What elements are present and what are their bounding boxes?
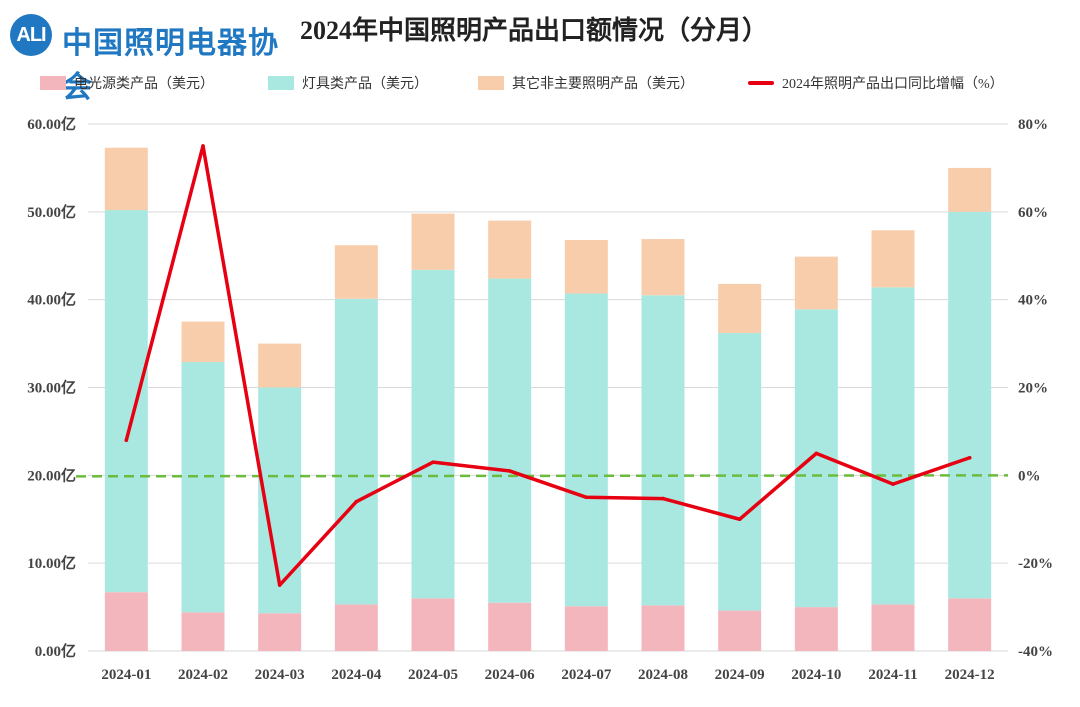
- left-tick-label: 40.00亿: [27, 291, 76, 309]
- right-tick-label: 80%: [1018, 117, 1048, 133]
- left-tick-label: 0.00亿: [35, 642, 76, 660]
- bar-other: [258, 343, 302, 388]
- legend-item-lamps: 灯具类产品（美元）: [268, 72, 428, 94]
- bar-light-source: [718, 610, 762, 651]
- x-tick-label: 2024-09: [715, 667, 765, 683]
- growth-point: [201, 144, 205, 148]
- legend-swatch-other: [478, 76, 504, 90]
- bar-other: [411, 213, 455, 270]
- left-tick-label: 50.00亿: [27, 203, 76, 221]
- bar-light-source: [258, 613, 302, 651]
- x-tick-label: 2024-11: [868, 667, 917, 683]
- growth-point: [507, 469, 512, 473]
- bar-other: [488, 220, 532, 279]
- zero-reference-line: [75, 474, 1009, 478]
- right-tick-label: -20%: [1018, 556, 1053, 572]
- bar-lamps: [104, 210, 148, 593]
- x-tick-label: 2024-12: [945, 667, 995, 683]
- bar-other: [104, 147, 148, 211]
- logo: ALI 中国照明电器协会: [6, 8, 296, 105]
- bar-other: [718, 283, 762, 334]
- bar-other: [641, 239, 685, 296]
- logo-text: 中国照明电器协会: [62, 26, 279, 105]
- x-tick-label: 2024-02: [178, 667, 228, 683]
- x-tick-label: 2024-05: [408, 667, 458, 683]
- legend: 电光源类产品（美元） 灯具类产品（美元） 其它非主要照明产品（美元） 2024年…: [40, 72, 1070, 94]
- left-tick-label: 20.00亿: [27, 466, 76, 484]
- bar-other: [871, 230, 915, 288]
- x-tick-label: 2024-03: [255, 667, 305, 683]
- right-tick-label: 0%: [1018, 468, 1041, 484]
- growth-point: [737, 517, 742, 522]
- legend-swatch-light-source: [40, 76, 66, 90]
- right-tick-label: -40%: [1018, 644, 1053, 660]
- bar-light-source: [641, 605, 685, 651]
- bar-light-source: [334, 604, 378, 651]
- legend-label-light-source: 电光源类产品（美元）: [74, 77, 214, 92]
- bar-lamps: [948, 211, 992, 599]
- growth-point: [584, 495, 589, 500]
- bar-light-source: [181, 612, 225, 651]
- bar-other: [334, 245, 378, 299]
- legend-label-lamps: 灯具类产品（美元）: [302, 77, 428, 92]
- bar-lamps: [488, 278, 532, 603]
- growth-point: [277, 583, 282, 587]
- bar-lamps: [718, 333, 762, 611]
- legend-item-other: 其它非主要照明产品（美元）: [478, 72, 694, 94]
- legend-swatch-lamps: [268, 76, 294, 90]
- x-tick-label: 2024-04: [331, 667, 381, 683]
- bar-other: [564, 239, 608, 294]
- bar-light-source: [794, 607, 838, 651]
- legend-item-growth: 2024年照明产品出口同比增幅（%）: [748, 72, 1004, 94]
- bar-other: [181, 321, 225, 363]
- bar-other: [794, 256, 838, 310]
- right-tick-label: 20%: [1018, 381, 1048, 397]
- bar-light-source: [564, 606, 608, 651]
- bar-light-source: [488, 602, 532, 651]
- bar-other: [948, 167, 992, 212]
- left-tick-label: 10.00亿: [27, 554, 76, 572]
- growth-point: [967, 455, 972, 460]
- legend-item-light-source: 电光源类产品（美元）: [40, 72, 214, 94]
- growth-point: [814, 451, 819, 456]
- left-tick-label: 60.00亿: [27, 115, 76, 133]
- bar-light-source: [411, 598, 455, 651]
- legend-label-growth: 2024年照明产品出口同比增幅（%）: [782, 77, 1004, 92]
- legend-swatch-growth: [748, 81, 774, 85]
- chart-title: 2024年中国照明产品出口额情况（分月）: [300, 16, 769, 45]
- x-tick-label: 2024-10: [791, 667, 841, 683]
- bar-lamps: [871, 287, 915, 605]
- x-tick-label: 2024-07: [561, 667, 611, 683]
- logo-badge: ALI: [10, 14, 52, 56]
- bar-light-source: [104, 592, 148, 651]
- growth-line: [124, 144, 972, 587]
- bar-lamps: [334, 298, 378, 605]
- bar-lamps: [564, 293, 608, 607]
- bar-lamps: [181, 362, 225, 613]
- growth-point: [891, 482, 895, 486]
- bar-light-source: [871, 604, 915, 651]
- left-tick-label: 30.00亿: [27, 379, 76, 397]
- bar-lamps: [411, 269, 455, 599]
- x-tick-label: 2024-01: [101, 667, 151, 683]
- x-tick-label: 2024-08: [638, 667, 688, 683]
- growth-point: [354, 499, 359, 504]
- bar-light-source: [948, 598, 992, 651]
- legend-label-other: 其它非主要照明产品（美元）: [512, 77, 694, 92]
- bar-lamps: [641, 295, 685, 606]
- growth-point: [431, 460, 435, 464]
- right-tick-label: 40%: [1018, 293, 1048, 309]
- right-tick-label: 60%: [1018, 205, 1048, 221]
- growth-point: [661, 496, 665, 501]
- x-tick-label: 2024-06: [485, 667, 535, 683]
- growth-point: [124, 438, 129, 443]
